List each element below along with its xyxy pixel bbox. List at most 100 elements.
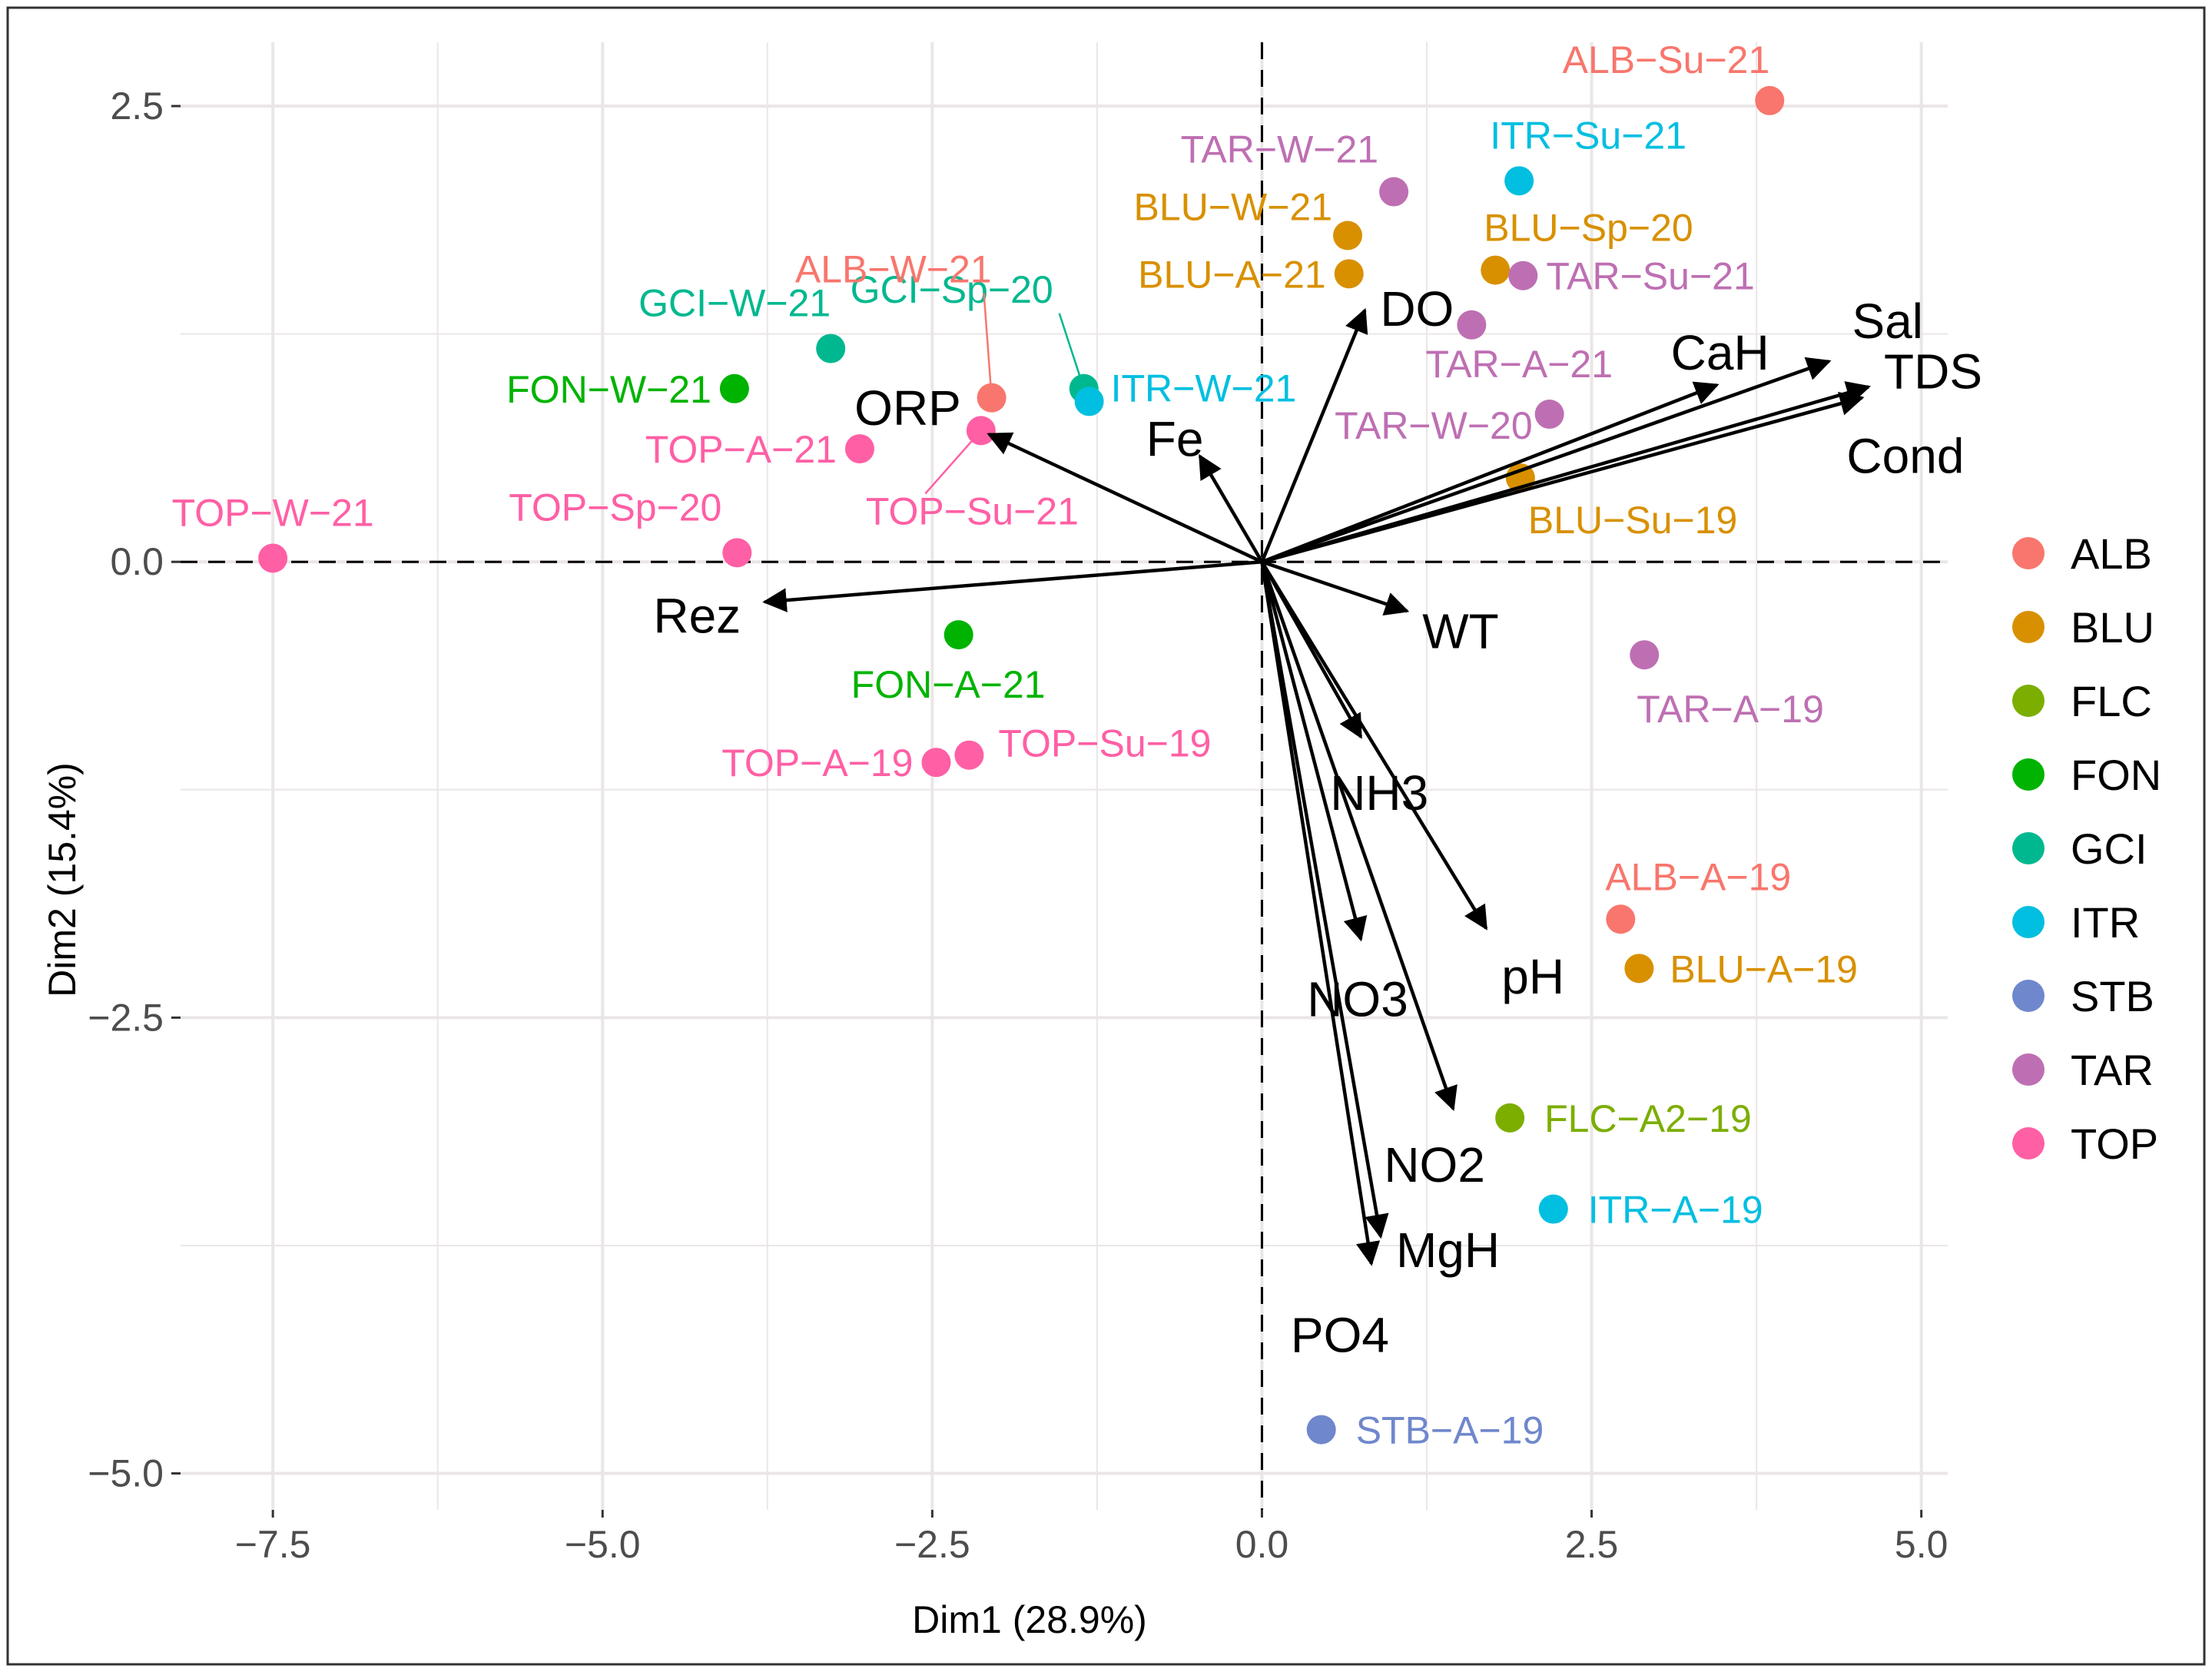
sample-point <box>966 416 996 446</box>
x-tick-label: −7.5 <box>235 1523 311 1566</box>
sample-point <box>1508 260 1538 290</box>
variable-label: ORP <box>854 380 961 436</box>
variable-label: Sal <box>1852 294 1924 349</box>
legend-key <box>2012 1053 2045 1086</box>
sample-point-label: BLU−Sp−20 <box>1484 207 1693 250</box>
variable-label: DO <box>1380 281 1454 337</box>
sample-point <box>722 538 752 568</box>
sample-point <box>1334 259 1364 289</box>
sample-point-label: TOP−A−19 <box>721 741 913 785</box>
variable-label: Fe <box>1146 412 1204 467</box>
legend-key <box>2012 980 2045 1012</box>
sample-point-label: BLU−W−21 <box>1134 186 1332 229</box>
x-tick-label: −2.5 <box>894 1523 970 1566</box>
sample-point-label: TAR−W−21 <box>1181 128 1379 171</box>
variable-arrow <box>987 432 1263 564</box>
variable-label: Rez <box>653 588 741 643</box>
legend-label: GCI <box>2071 824 2147 873</box>
sample-point-label: TOP−Sp−20 <box>509 486 721 529</box>
sample-point <box>1333 221 1363 250</box>
legend-label: FLC <box>2071 677 2152 725</box>
variable-label: TDS <box>1884 343 1982 399</box>
sample-point <box>977 383 1007 413</box>
sample-point <box>1481 255 1511 285</box>
legend-label: BLU <box>2071 603 2154 652</box>
legend-key <box>2012 537 2045 569</box>
figure-frame <box>6 6 2206 1666</box>
legend-label: TOP <box>2071 1120 2158 1168</box>
variable-arrow <box>1260 561 1488 931</box>
variable-arrow <box>1261 560 1410 616</box>
sample-point-label: ALB−Su−21 <box>1563 38 1770 81</box>
y-tick-label: 2.5 <box>110 85 164 128</box>
sample-point <box>1538 1194 1568 1224</box>
sample-point <box>1306 1415 1336 1445</box>
legend: ALB BLU FLC FON GCI ITR STB TAR TOP <box>2012 529 2161 1168</box>
legend-label: FON <box>2071 751 2161 799</box>
y-tick-label: −2.5 <box>88 996 164 1039</box>
label-leader-line <box>983 293 993 398</box>
sample-point-label: TOP−Su−19 <box>998 722 1211 765</box>
sample-point-label: TOP−W−21 <box>172 491 374 534</box>
sample-point-label: TOP−Su−21 <box>866 489 1079 532</box>
variable-arrow <box>1260 561 1381 1266</box>
variable-label: Cond <box>1846 429 1964 484</box>
y-axis-title: Dim2 (15.4%) <box>41 762 84 997</box>
sample-point <box>1755 85 1785 115</box>
sample-point <box>719 373 749 403</box>
sample-point-label: BLU−A−21 <box>1138 253 1326 296</box>
sample-point-label: FON−A−21 <box>851 663 1046 706</box>
x-tick-label: 0.0 <box>1235 1523 1289 1566</box>
sample-point-label: TAR−W−20 <box>1335 404 1533 447</box>
variable-label: MgH <box>1396 1222 1500 1278</box>
sample-point-label: ITR−Su−21 <box>1490 114 1686 157</box>
variable-arrow <box>762 559 1262 612</box>
legend-label: STB <box>2071 972 2154 1020</box>
sample-point-label: FON−W−21 <box>506 368 711 411</box>
sample-point-label: ALB−A−19 <box>1605 855 1791 898</box>
variable-arrow <box>1261 357 1832 564</box>
variable-arrow <box>1260 561 1368 942</box>
variable-label: NO3 <box>1307 971 1408 1027</box>
sample-point-label: TAR−Su−21 <box>1546 255 1754 298</box>
sample-point-label: ITR−A−19 <box>1588 1189 1763 1232</box>
sample-point <box>954 740 984 770</box>
sample-point <box>1630 640 1660 670</box>
sample-point <box>943 620 973 650</box>
variable-label: PO4 <box>1291 1308 1389 1363</box>
x-axis-title: Dim1 (28.9%) <box>912 1598 1147 1641</box>
sample-point-label: TOP−A−21 <box>645 428 837 471</box>
variable-arrow <box>1261 381 1720 564</box>
variable-arrow <box>1260 307 1368 563</box>
legend-key <box>2012 758 2045 791</box>
sample-point <box>816 333 846 363</box>
legend-label: ALB <box>2071 529 2152 578</box>
variable-label: WT <box>1422 603 1499 659</box>
sample-point-label: TAR−A−19 <box>1637 688 1824 731</box>
x-tick-label: −5.0 <box>565 1523 641 1566</box>
sample-point-label: GCI−Sp−20 <box>851 268 1053 311</box>
sample-point <box>1457 310 1487 340</box>
legend-key <box>2012 832 2045 864</box>
sample-point <box>1074 386 1104 416</box>
variable-arrow <box>1260 561 1389 1239</box>
variable-label: CaH <box>1671 325 1769 380</box>
legend-label: ITR <box>2071 898 2140 947</box>
variable-arrow <box>1261 391 1865 564</box>
sample-point <box>258 543 288 573</box>
sample-point <box>844 434 874 464</box>
sample-point-label: BLU−A−19 <box>1670 947 1858 990</box>
legend-key <box>2012 906 2045 938</box>
legend-key <box>2012 611 2045 643</box>
sample-point <box>1624 954 1654 984</box>
variable-arrow <box>1260 561 1458 1111</box>
sample-point <box>1495 1103 1525 1133</box>
sample-point-label: STB−A−19 <box>1356 1409 1544 1452</box>
y-tick-label: 0.0 <box>110 540 164 583</box>
x-tick-label: 5.0 <box>1895 1523 1948 1566</box>
x-tick-label: 2.5 <box>1565 1523 1619 1566</box>
legend-label: TAR <box>2071 1046 2154 1094</box>
sample-point-label: TAR−A−21 <box>1425 343 1613 386</box>
